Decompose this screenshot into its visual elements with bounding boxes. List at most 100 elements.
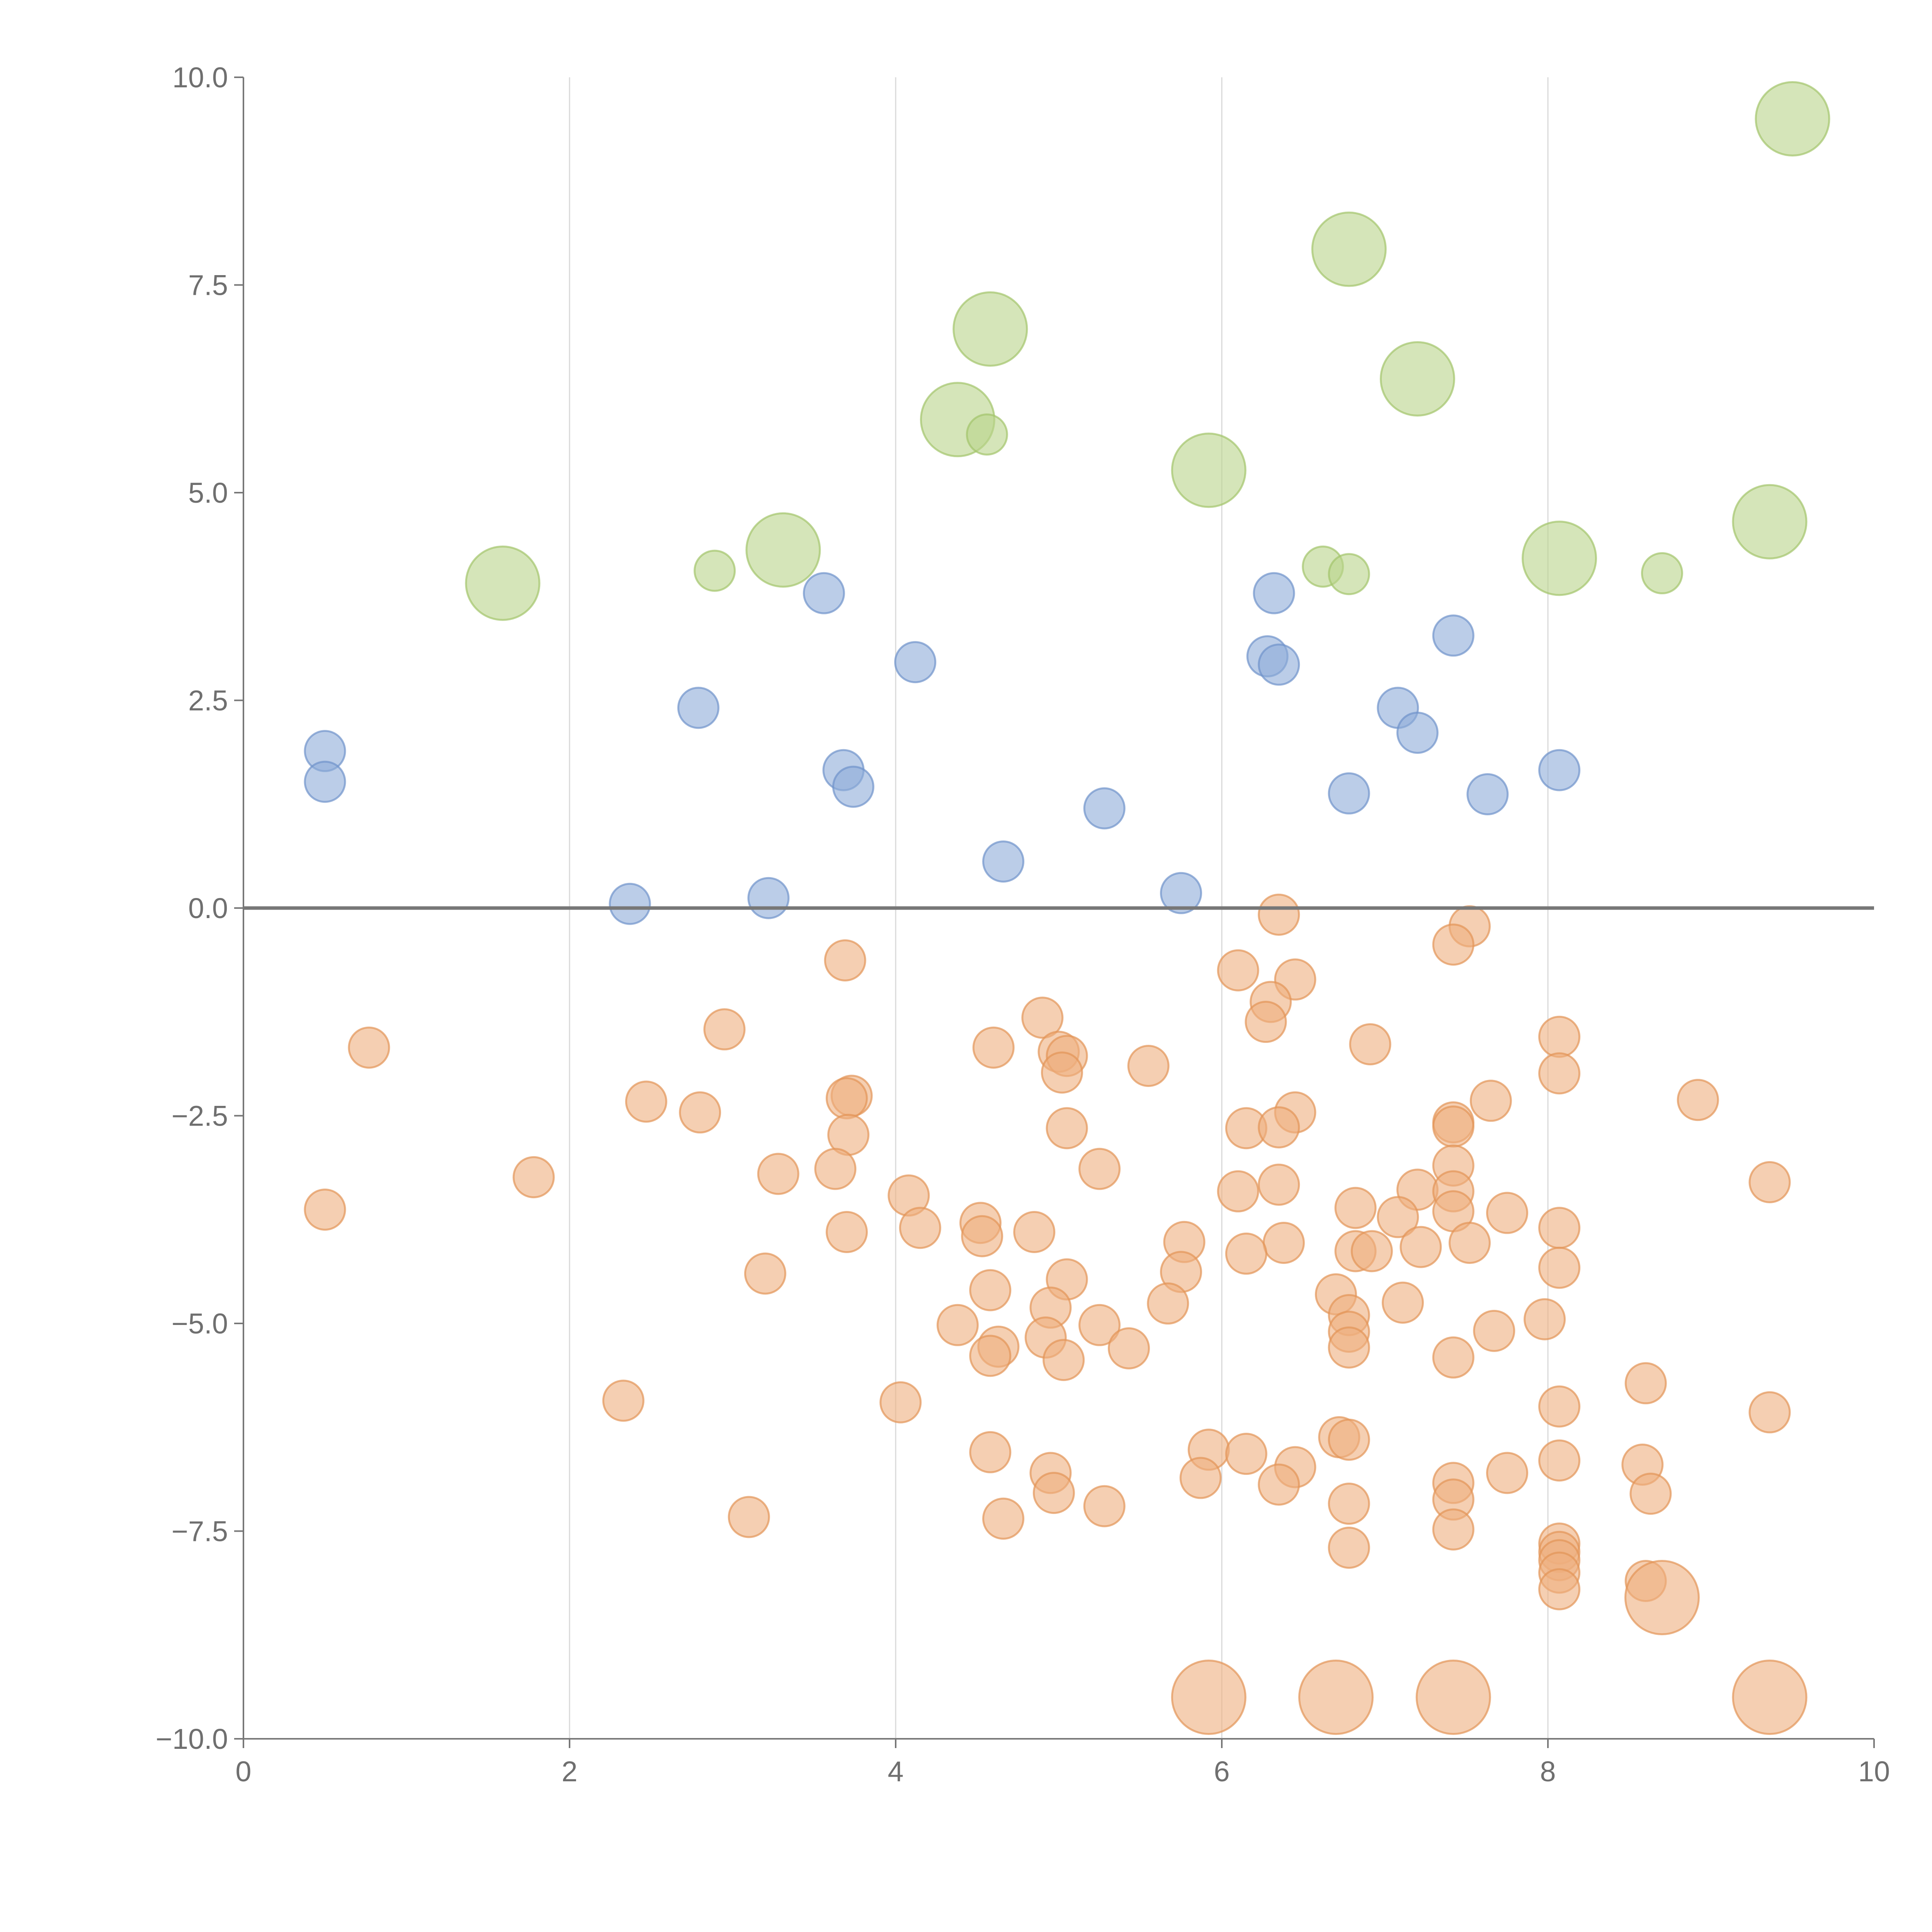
orange-bubble — [304, 1188, 346, 1231]
orange-bubble — [1473, 1310, 1515, 1352]
orange-bubble — [1381, 1281, 1424, 1324]
orange-bubble — [744, 1252, 786, 1295]
blue-bubble — [1396, 711, 1439, 754]
orange-bubble — [1732, 1660, 1808, 1735]
orange-bubble — [1245, 1001, 1287, 1043]
orange-bubble — [879, 1381, 922, 1423]
green-bubble — [952, 291, 1028, 367]
orange-bubble — [1524, 1298, 1566, 1340]
orange-bubble — [1486, 1452, 1528, 1494]
blue-bubble — [1258, 643, 1300, 686]
y-tick-label: 7.5 — [188, 269, 228, 301]
orange-bubble — [1147, 1282, 1189, 1325]
blue-bubble — [1432, 614, 1475, 657]
orange-bubble — [602, 1379, 645, 1422]
orange-bubble — [1298, 1660, 1374, 1735]
orange-bubble — [1538, 1207, 1581, 1249]
orange-bubble — [1032, 1472, 1075, 1514]
orange-bubble — [1349, 1023, 1391, 1066]
orange-bubble — [1258, 1463, 1300, 1506]
orange-bubble — [1448, 1221, 1491, 1264]
orange-bubble — [1432, 1508, 1475, 1551]
orange-bubble — [1432, 1105, 1475, 1148]
orange-bubble — [1538, 1385, 1581, 1428]
blue-bubble — [677, 687, 719, 729]
green-bubble — [1755, 81, 1830, 156]
x-tick-label: 8 — [1540, 1755, 1556, 1787]
blue-bubble — [1538, 749, 1581, 791]
orange-bubble — [1107, 1327, 1150, 1369]
blue-bubble — [894, 641, 937, 684]
orange-bubble — [703, 1008, 746, 1051]
orange-bubble — [1328, 1483, 1370, 1525]
blue-bubble — [747, 877, 790, 919]
orange-bubble — [1127, 1045, 1170, 1087]
orange-bubble — [1258, 893, 1300, 936]
axes — [234, 77, 1875, 1748]
y-tick-label: −7.5 — [172, 1515, 228, 1548]
orange-bubble — [1538, 1015, 1581, 1058]
orange-bubble — [1078, 1304, 1121, 1346]
orange-bubble — [1217, 949, 1259, 992]
blue-bubble — [609, 883, 651, 925]
blue-bubble — [982, 840, 1025, 883]
orange-bubble — [348, 1026, 390, 1069]
blue-bubble — [1253, 572, 1295, 614]
green-bubble — [1732, 484, 1808, 560]
orange-bubble — [1179, 1457, 1222, 1499]
blue-bubble — [832, 765, 874, 808]
orange-bubble — [1328, 1418, 1370, 1461]
orange-bubble — [969, 1335, 1012, 1377]
orange-bubble — [512, 1156, 555, 1199]
orange-bubble — [1328, 1326, 1370, 1369]
green-bubble — [1379, 341, 1455, 417]
orange-bubble — [1538, 1439, 1581, 1482]
green-bubble — [1171, 432, 1247, 508]
x-tick-label: 10 — [1858, 1755, 1890, 1787]
blue-bubble — [1466, 773, 1509, 815]
orange-bubble — [1624, 1362, 1667, 1405]
orange-bubble — [1328, 1527, 1370, 1569]
green-bubble — [1641, 552, 1683, 595]
orange-bubble — [936, 1304, 979, 1346]
orange-bubble — [1046, 1107, 1088, 1150]
blue-bubble — [304, 760, 346, 803]
y-tick-label: 0.0 — [188, 892, 228, 924]
y-tick-label: 10.0 — [172, 61, 228, 94]
y-tick-label: −2.5 — [172, 1100, 228, 1132]
orange-bubble — [969, 1269, 1012, 1311]
orange-bubble — [1377, 1196, 1419, 1238]
orange-bubble — [1041, 1051, 1083, 1094]
orange-bubble — [969, 1431, 1012, 1473]
orange-bubble — [728, 1496, 770, 1538]
orange-bubble — [757, 1153, 799, 1195]
y-tick-label: −5.0 — [172, 1308, 228, 1340]
orange-bubble — [899, 1207, 941, 1249]
y-tick-label: 2.5 — [188, 685, 228, 717]
x-tick-label: 0 — [235, 1755, 251, 1787]
green-bubble — [1522, 520, 1597, 596]
orange-bubble — [1538, 1247, 1581, 1289]
orange-bubble — [1469, 1080, 1512, 1122]
orange-bubble — [1432, 923, 1475, 966]
blue-bubble — [1160, 872, 1202, 914]
orange-bubble — [814, 1148, 857, 1190]
orange-bubble — [1677, 1079, 1719, 1121]
orange-bubble — [1013, 1211, 1056, 1253]
y-tick-label: 5.0 — [188, 477, 228, 509]
orange-bubble — [1225, 1433, 1267, 1475]
orange-bubble — [1217, 1170, 1259, 1213]
orange-bubble — [1171, 1660, 1247, 1735]
orange-bubble — [1629, 1473, 1672, 1515]
x-tick-label: 4 — [888, 1755, 903, 1787]
orange-bubble — [982, 1497, 1025, 1540]
y-tick-label: −10.0 — [156, 1723, 228, 1755]
orange-bubble — [625, 1080, 667, 1123]
orange-bubble — [1043, 1339, 1085, 1381]
orange-bubble — [1262, 1221, 1305, 1264]
orange-bubble — [1225, 1232, 1267, 1275]
green-bubble — [966, 413, 1008, 456]
orange-bubble — [1400, 1226, 1442, 1268]
bubble-points — [304, 81, 1830, 1735]
